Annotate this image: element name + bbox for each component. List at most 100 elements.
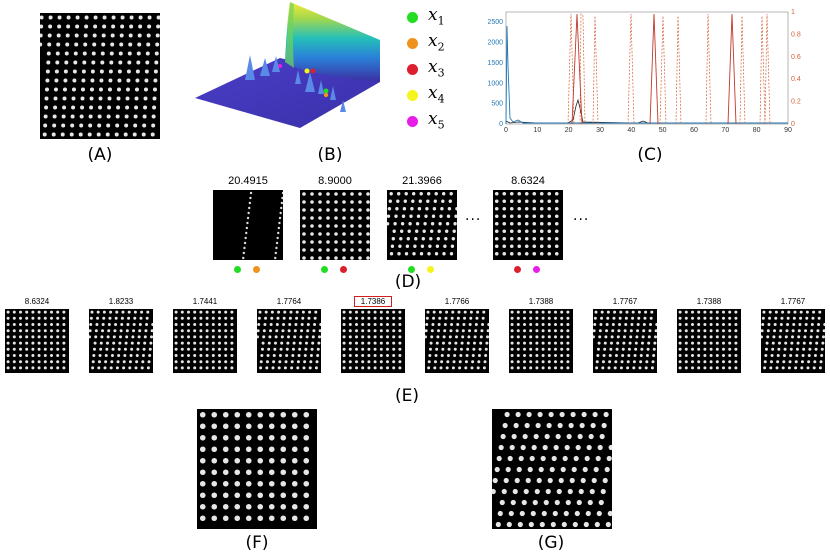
panel-e-score: 1.7766 [444, 297, 470, 306]
x-tick-label: 50 [659, 127, 667, 134]
y-left-tick-label: 2500 [488, 19, 503, 26]
x-tick-label: 30 [596, 127, 604, 134]
panel-e-image [761, 309, 825, 373]
panel-d-marker-dot [253, 266, 260, 273]
y-right-tick-label: 0.2 [791, 99, 801, 106]
panel-e-score: 1.7388 [696, 297, 722, 306]
surface-wall [285, 2, 380, 82]
panel-d-score: 8.9000 [318, 175, 352, 187]
panel-d-marker-dot [321, 266, 328, 273]
chart-black-curve [505, 98, 788, 124]
y-right-tick-label: 0.6 [791, 54, 801, 61]
panel-d-marker-dot [427, 266, 434, 273]
lattice-dots [492, 409, 612, 529]
panel-e-score: 1.7767 [612, 297, 638, 306]
x-tick-label: 90 [784, 127, 792, 134]
surface-wall-front [285, 2, 294, 68]
panel-d-score: 8.6324 [511, 175, 545, 187]
legend-subscript: 3 [437, 66, 445, 80]
panel-b-caption: (B) [317, 145, 343, 165]
panel-d-marker-dot [234, 266, 241, 273]
lattice-dots [341, 309, 405, 373]
legend-variable: x [428, 83, 438, 103]
legend-label-2: x2 [428, 31, 445, 53]
y-left-tick-label: 0 [499, 121, 503, 128]
legend-marker-1 [407, 12, 418, 23]
panel-c-chart: 0 10 20 30 40 50 60 70 80 90050010001500200025000… [488, 9, 801, 134]
legend-variable: x [428, 5, 438, 25]
x-tick-label: 40 [627, 127, 635, 134]
legend-marker-5 [407, 116, 418, 127]
surface-marker-x3 [310, 68, 316, 74]
panel-d-image [387, 190, 457, 260]
panel-e-image [89, 309, 153, 373]
panel-e-caption: (E) [394, 386, 419, 406]
surface-marker-x2 [323, 92, 329, 98]
y-left-tick-label: 500 [491, 101, 503, 108]
x-tick-label: 80 [753, 127, 761, 134]
legend-label-4: x4 [428, 83, 445, 105]
panel-e-image [173, 309, 237, 373]
lattice-dots [5, 309, 69, 373]
panel-g-caption: (G) [537, 533, 565, 553]
panel-d-marker-dot [533, 266, 540, 273]
legend-marker-2 [407, 38, 418, 49]
lattice-dots [213, 190, 283, 260]
panel-c-caption: (C) [637, 145, 663, 165]
chart-red-dashed-curves [567, 13, 771, 125]
y-left-tick-label: 1000 [488, 80, 503, 87]
panel-e-image [593, 309, 657, 373]
x-tick-label: 0 [504, 127, 508, 134]
lattice-dots [593, 309, 657, 373]
panel-d-marker-dot [340, 266, 347, 273]
panel-e-score: 1.8233 [108, 297, 134, 306]
panel-b-surface-plot [195, 2, 380, 128]
chart-frame [505, 11, 789, 125]
lattice-dots [387, 190, 457, 260]
lattice-dots [425, 309, 489, 373]
panel-e-score: 1.7764 [276, 297, 302, 306]
legend-marker-3 [407, 64, 418, 75]
lattice-dots [40, 13, 160, 139]
lattice-dots [509, 309, 573, 373]
panel-e-image [5, 309, 69, 373]
legend-variable: x [428, 31, 438, 51]
surface-marker-x1 [323, 88, 329, 94]
panel-e-score: 1.7388 [528, 297, 554, 306]
panel-e-image [341, 309, 405, 373]
panel-f-image [197, 409, 317, 529]
panel-d-marker-dot [408, 266, 415, 273]
legend-label-3: x3 [428, 57, 445, 79]
y-right-tick-label: 0.4 [791, 76, 801, 83]
panel-d-ellipsis: ... [465, 208, 482, 224]
panel-a-image [40, 13, 160, 139]
x-tick-label: 60 [690, 127, 698, 134]
x-tick-label: 70 [721, 127, 729, 134]
panel-e-score-selected: 1.7386 [354, 296, 392, 307]
legend-variable: x [428, 109, 438, 129]
legend-variable: x [428, 57, 438, 77]
y-left-tick-label: 1500 [488, 60, 503, 67]
y-right-tick-label: 0 [791, 121, 795, 128]
lattice-dots [493, 190, 563, 260]
panel-f-caption: (F) [245, 533, 269, 553]
panel-e-image [425, 309, 489, 373]
surface-marker-x5 [278, 64, 282, 68]
panel-e-image [509, 309, 573, 373]
panel-d-score: 20.4915 [228, 175, 268, 187]
panel-e-score: 8.6324 [24, 297, 50, 306]
legend-label-5: x5 [428, 109, 445, 131]
panel-d-image [493, 190, 563, 260]
x-tick-label: 20 [565, 127, 573, 134]
y-right-tick-label: 1 [791, 9, 795, 16]
surface-peaks [245, 55, 346, 112]
panel-e-score: 1.7441 [192, 297, 218, 306]
surface-marker-x4 [304, 68, 310, 74]
y-right-tick-label: 0.8 [791, 31, 801, 38]
lattice-dots [761, 309, 825, 373]
panel-d-ellipsis: ... [573, 208, 590, 224]
legend-subscript: 1 [437, 14, 445, 28]
panel-e-image [677, 309, 741, 373]
panel-d-marker-dot [514, 266, 521, 273]
lattice-dots [173, 309, 237, 373]
